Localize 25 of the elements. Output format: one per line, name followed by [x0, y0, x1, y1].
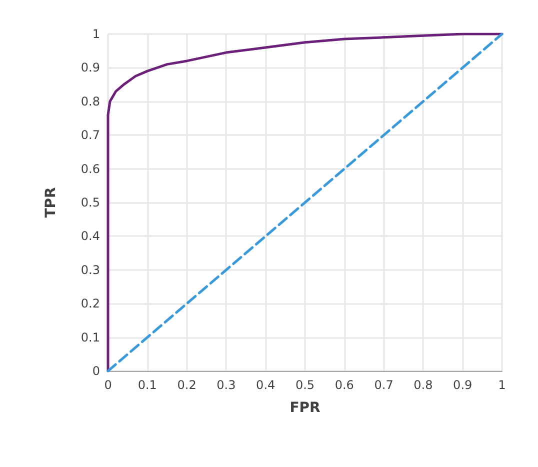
x-tick-label: 0.6: [334, 378, 354, 392]
x-tick-label: 0.7: [374, 378, 394, 392]
y-tick-label: 0.9: [80, 60, 100, 75]
y-tick-label: 0.6: [80, 162, 100, 176]
x-tick-label: 0.5: [295, 378, 315, 392]
x-tick-label: 0.8: [414, 378, 433, 392]
x-tick-label: 0.3: [216, 378, 236, 392]
line-series: [106, 32, 504, 372]
x-tick-label: 0.1: [138, 378, 157, 392]
x-tick-label: 0.4: [256, 378, 276, 392]
x-tick-label: 0.2: [177, 378, 196, 392]
y-tick-label: 0: [92, 364, 100, 378]
y-tick-label: 0.7: [80, 128, 100, 142]
y-tick-label: 0.3: [80, 262, 100, 277]
y-tick-label: 0.2: [80, 296, 100, 311]
x-tick-label: 0: [104, 378, 112, 392]
y-tick-label: 0.5: [80, 196, 100, 210]
x-tick-label: 1: [498, 378, 506, 392]
y-tick-label: 1: [92, 27, 100, 41]
y-tick-label: 0.1: [80, 330, 100, 344]
y-tick-label: 0.4: [80, 229, 100, 244]
x-tick-label: 0.9: [453, 378, 472, 392]
x-axis-title: FPR: [290, 400, 321, 416]
y-tick-label: 0.8: [80, 94, 100, 108]
y-axis-title: TPR: [43, 186, 59, 218]
